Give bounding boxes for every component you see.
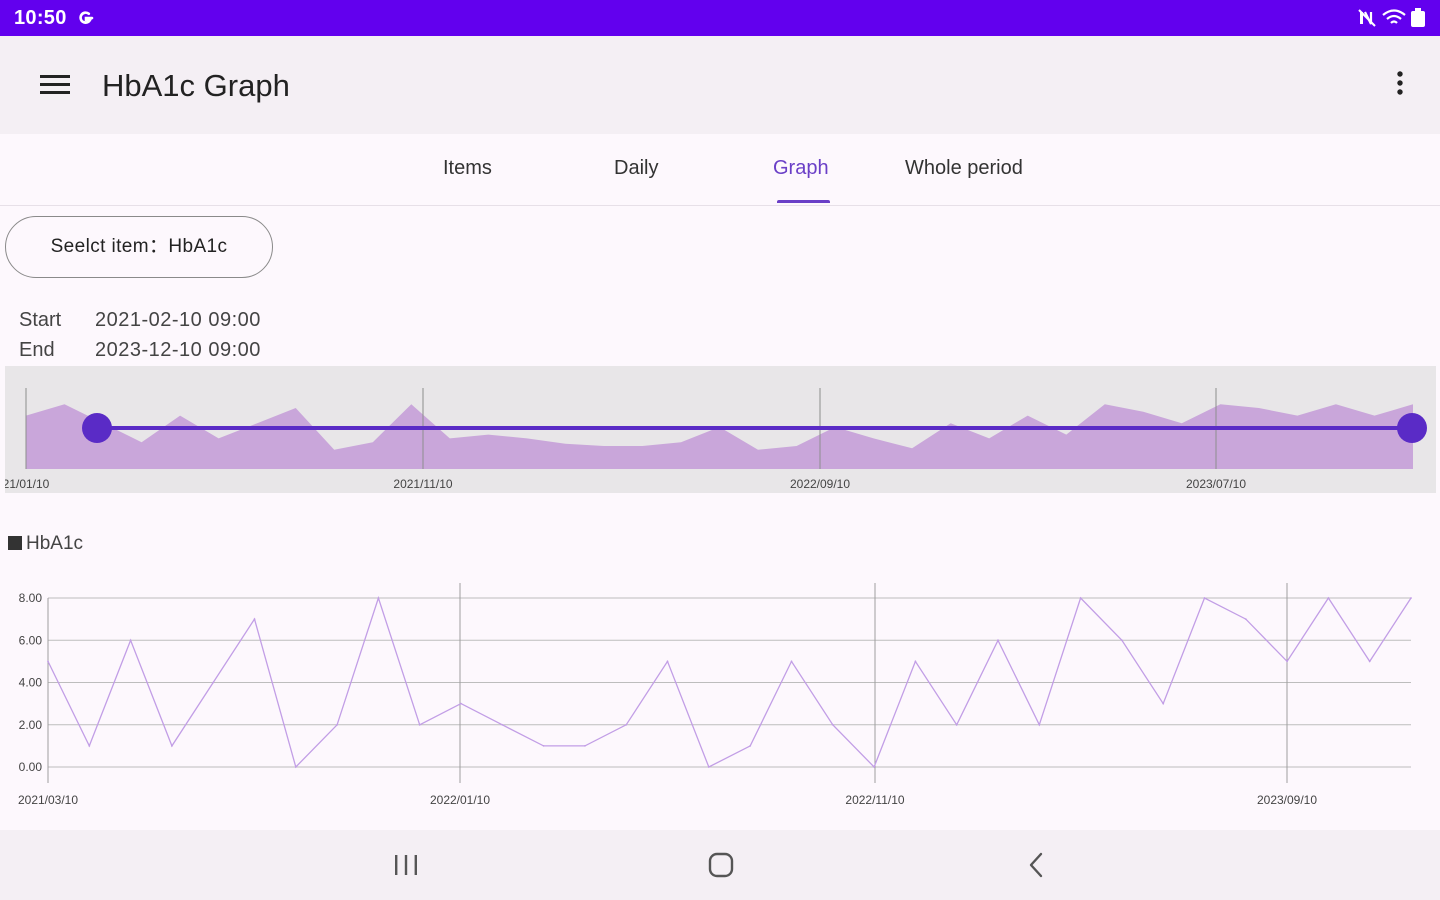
data-point	[831, 723, 834, 726]
status-bar: 10:50	[0, 0, 1440, 36]
legend-swatch	[8, 536, 22, 550]
navigation-bar	[0, 830, 1440, 900]
overview-tick-label: 2021/11/10	[393, 477, 452, 491]
data-point	[1368, 660, 1371, 663]
tab-graph[interactable]: Graph	[773, 157, 829, 179]
y-tick-label: 2.00	[19, 718, 43, 732]
x-tick-label: 2022/01/10	[430, 793, 490, 807]
data-point	[418, 723, 421, 726]
data-point	[501, 723, 504, 726]
hamburger-menu-icon[interactable]	[30, 64, 82, 106]
data-point	[914, 660, 917, 663]
status-time: 10:50	[14, 7, 67, 29]
back-icon[interactable]	[1006, 844, 1066, 886]
overview-tick-label: 2023/07/10	[1186, 477, 1246, 491]
app-bar: HbA1c Graph	[0, 36, 1440, 134]
overflow-menu-icon[interactable]	[1388, 64, 1412, 106]
overview-range-chart[interactable]: 21/01/10 2021/11/10 2022/09/10 2023/07/10	[5, 366, 1436, 493]
data-point	[171, 745, 173, 747]
start-label: Start	[19, 309, 62, 331]
x-tick-label: 2021/03/10	[18, 793, 78, 807]
battery-icon	[1411, 8, 1425, 27]
tab-items[interactable]: Items	[443, 157, 492, 179]
data-point	[1286, 660, 1288, 663]
data-point	[1203, 597, 1206, 599]
data-point	[336, 723, 338, 726]
page-title: HbA1c Graph	[102, 68, 290, 103]
y-tick-label: 8.00	[19, 591, 43, 605]
start-value: 2021-02-10 09:00	[95, 309, 261, 331]
overview-tick-label: 2022/09/10	[790, 477, 850, 491]
data-point	[88, 745, 91, 747]
hba1c-series-line	[47, 595, 1412, 769]
data-point	[625, 723, 628, 726]
x-tick-label: 2023/09/10	[1257, 793, 1317, 807]
mute-icon	[1358, 9, 1376, 27]
data-point	[666, 660, 669, 663]
data-point	[212, 681, 215, 684]
chart-legend: HbA1c	[8, 533, 83, 559]
tab-daily[interactable]: Daily	[614, 157, 659, 179]
status-icons	[1358, 7, 1430, 29]
data-point	[294, 766, 297, 768]
data-point	[1327, 597, 1330, 599]
overview-tick-label: 21/01/10	[5, 477, 50, 491]
legend-label: HbA1c	[26, 533, 84, 554]
data-point	[873, 766, 875, 768]
range-start-handle[interactable]	[82, 413, 112, 443]
wifi-icon	[1382, 9, 1406, 24]
hba1c-line-chart: 0.00 2.00 4.00 6.00 8.00 2021/03/10 2022/01/10…	[18, 583, 1412, 807]
y-tick-label: 4.00	[19, 676, 43, 690]
data-point	[997, 639, 999, 642]
data-point	[542, 745, 545, 747]
data-point	[47, 660, 49, 663]
select-item-button[interactable]: Seelct item：HbA1c	[5, 216, 273, 278]
data-point	[1038, 723, 1041, 726]
overview-area	[26, 404, 1413, 469]
data-point	[253, 618, 256, 620]
data-point	[707, 766, 710, 768]
y-tick-label: 0.00	[19, 760, 43, 774]
tab-bar: Items Daily Graph Whole period	[0, 134, 1440, 206]
data-point	[129, 639, 132, 642]
data-point	[377, 597, 380, 599]
data-point	[460, 702, 462, 705]
end-label: End	[19, 339, 55, 361]
tab-indicator	[777, 200, 830, 203]
data-point	[1244, 618, 1247, 620]
range-end-handle[interactable]	[1397, 413, 1427, 443]
data-point	[1410, 597, 1412, 599]
data-point	[955, 723, 958, 726]
data-point	[790, 660, 793, 663]
data-point	[1162, 702, 1165, 705]
data-point	[1079, 597, 1082, 599]
tab-whole-period[interactable]: Whole period	[905, 157, 1023, 179]
data-point	[1121, 639, 1123, 642]
x-tick-label: 2022/11/10	[845, 793, 904, 807]
data-point	[584, 745, 586, 747]
y-tick-label: 6.00	[19, 633, 43, 647]
data-point	[749, 745, 752, 747]
google-g-icon	[79, 11, 94, 24]
end-value: 2023-12-10 09:00	[95, 339, 261, 361]
recent-apps-icon[interactable]	[376, 844, 436, 886]
home-icon[interactable]	[691, 844, 751, 886]
